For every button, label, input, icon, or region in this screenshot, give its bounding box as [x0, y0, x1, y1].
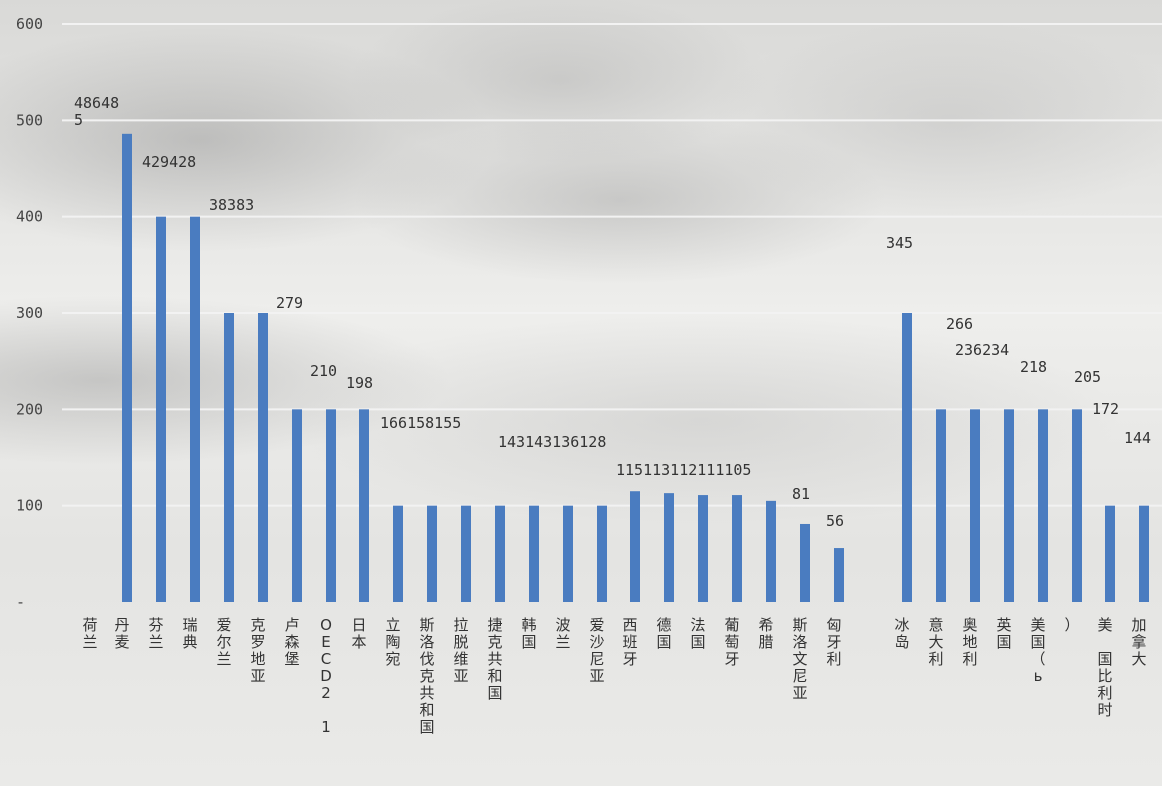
bar	[766, 500, 776, 602]
category-label: 日本	[351, 616, 366, 651]
category-label: 法国	[690, 616, 705, 651]
data-label: 56	[826, 512, 844, 530]
category-label: 爱沙尼亚	[589, 616, 604, 685]
y-tick-label: 200	[16, 400, 43, 418]
category-label: 德国	[656, 616, 671, 651]
data-label: 198	[346, 374, 373, 392]
category-label: 意大利	[928, 616, 943, 668]
bar	[292, 409, 302, 602]
bar	[597, 505, 607, 602]
bar	[224, 313, 234, 602]
data-label: 266	[946, 315, 973, 333]
data-label: 205	[1074, 368, 1101, 386]
category-label: 瑞典	[182, 616, 197, 651]
data-label: 218	[1020, 358, 1047, 376]
data-label: 236234	[955, 341, 1009, 359]
category-label: 斯洛伐克共和国	[419, 616, 434, 736]
y-tick-label: 100	[16, 497, 43, 515]
bar	[563, 505, 573, 602]
bar	[461, 505, 471, 602]
category-label: 匈牙利	[826, 616, 841, 668]
bar	[359, 409, 369, 602]
bar	[800, 523, 810, 602]
category-label: 立陶宛	[385, 616, 400, 668]
y-tick-label: 400	[16, 208, 43, 226]
bar	[1038, 409, 1048, 602]
bar	[1072, 409, 1082, 602]
category-label: 爱尔兰	[216, 616, 231, 668]
data-label: 166158155	[380, 414, 461, 432]
category-label: ）	[1064, 616, 1079, 634]
category-label: 美国（ ь	[1030, 616, 1045, 685]
bar	[427, 505, 437, 602]
category-label: 斯洛文尼亚	[792, 616, 807, 702]
y-tick-label: 600	[16, 15, 43, 33]
category-label: 美 国比利时	[1097, 616, 1112, 719]
bar	[664, 493, 674, 602]
bar	[902, 313, 912, 602]
bar	[732, 495, 742, 602]
bar	[1004, 409, 1014, 602]
category-label: 荷兰	[82, 616, 97, 651]
bar	[258, 313, 268, 602]
y-tick-label: 500	[16, 111, 43, 129]
bar	[936, 409, 946, 602]
category-label: 奥地利	[962, 616, 977, 668]
bar	[122, 133, 132, 602]
data-label: 38383	[209, 196, 254, 214]
category-label: 卢森堡	[284, 616, 299, 668]
bar	[630, 491, 640, 602]
category-label: 西班牙	[622, 616, 637, 668]
data-label: 115113112111105	[616, 461, 751, 479]
bar	[190, 216, 200, 602]
category-label: 韩国	[521, 616, 536, 651]
category-label: 丹麦	[114, 616, 129, 651]
data-label: 144	[1124, 429, 1151, 447]
data-label: 172	[1092, 400, 1119, 418]
category-label: 英国	[996, 616, 1011, 651]
category-label: 希腊	[758, 616, 773, 651]
bar	[698, 495, 708, 602]
bar	[834, 548, 844, 602]
bar	[156, 216, 166, 602]
y-tick-label: -	[16, 593, 25, 611]
y-tick-label: 300	[16, 304, 43, 322]
category-label: 冰岛	[894, 616, 909, 651]
bar	[393, 505, 403, 602]
bar	[1139, 505, 1149, 602]
category-label: 波兰	[555, 616, 570, 651]
bar	[495, 505, 505, 602]
bar	[326, 409, 336, 602]
category-label: 克罗地亚	[250, 616, 265, 685]
data-label: 48648 5	[74, 94, 119, 129]
bar	[1105, 505, 1115, 602]
data-label: 143143136128	[498, 433, 606, 451]
category-label: 捷克共和国	[487, 616, 502, 702]
bar	[970, 409, 980, 602]
data-label: 279	[276, 294, 303, 312]
data-label: 81	[792, 485, 810, 503]
category-label: 加拿大	[1131, 616, 1146, 668]
category-label: 芬兰	[148, 616, 163, 651]
bar	[529, 505, 539, 602]
data-label: 429428	[142, 153, 196, 171]
data-label: 345	[886, 234, 913, 252]
category-label: 葡萄牙	[724, 616, 739, 668]
category-label: 拉脱维亚	[453, 616, 468, 685]
data-label: 210	[310, 362, 337, 380]
